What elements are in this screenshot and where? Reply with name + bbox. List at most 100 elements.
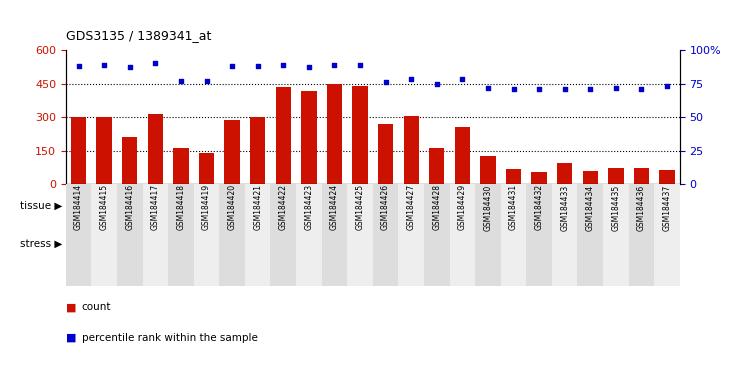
Text: stress ▶: stress ▶ bbox=[20, 239, 62, 249]
Bar bbox=[199, 153, 214, 184]
Bar bbox=[168, 227, 270, 261]
Text: liver: liver bbox=[566, 200, 589, 210]
Point bbox=[175, 78, 187, 84]
Bar bbox=[117, 184, 143, 286]
Text: GSM184415: GSM184415 bbox=[99, 184, 109, 230]
Point bbox=[149, 60, 161, 66]
Text: GSM184422: GSM184422 bbox=[279, 184, 288, 230]
Bar bbox=[429, 149, 444, 184]
Point bbox=[380, 79, 392, 85]
Text: GSM184423: GSM184423 bbox=[304, 184, 314, 230]
Bar bbox=[327, 84, 342, 184]
Point bbox=[73, 63, 84, 69]
Point bbox=[98, 62, 110, 68]
Bar bbox=[322, 184, 347, 286]
Text: fasted: fasted bbox=[203, 239, 235, 249]
Bar bbox=[173, 149, 189, 184]
Bar bbox=[122, 137, 137, 184]
Text: fasted: fasted bbox=[408, 239, 440, 249]
Bar bbox=[424, 184, 450, 286]
Bar bbox=[404, 116, 419, 184]
Text: control: control bbox=[303, 239, 340, 249]
Bar bbox=[373, 184, 398, 286]
Bar bbox=[577, 184, 603, 286]
Text: control: control bbox=[508, 239, 545, 249]
Bar bbox=[629, 184, 654, 286]
Bar bbox=[347, 184, 373, 286]
Text: white adipose tissue: white adipose tissue bbox=[319, 200, 426, 210]
Bar bbox=[276, 87, 291, 184]
Point bbox=[482, 84, 494, 91]
Point bbox=[277, 62, 289, 68]
Bar bbox=[634, 167, 649, 184]
Bar bbox=[224, 121, 240, 184]
Text: GSM184437: GSM184437 bbox=[662, 184, 672, 230]
Point bbox=[456, 76, 469, 83]
Bar bbox=[96, 117, 112, 184]
Point bbox=[558, 86, 570, 92]
Text: GSM184432: GSM184432 bbox=[534, 184, 544, 230]
Bar bbox=[531, 172, 547, 184]
Bar bbox=[608, 167, 624, 184]
Text: GSM184431: GSM184431 bbox=[509, 184, 518, 230]
Bar bbox=[219, 184, 245, 286]
Bar bbox=[654, 184, 680, 286]
Bar bbox=[168, 184, 194, 286]
Bar bbox=[352, 86, 368, 184]
Point bbox=[585, 86, 596, 92]
Bar bbox=[66, 227, 168, 261]
Text: GSM184416: GSM184416 bbox=[125, 184, 135, 230]
Bar bbox=[66, 184, 91, 286]
Bar bbox=[603, 184, 629, 286]
Text: GDS3135 / 1389341_at: GDS3135 / 1389341_at bbox=[66, 29, 211, 42]
Point bbox=[610, 84, 621, 91]
Text: control: control bbox=[99, 239, 135, 249]
Bar bbox=[373, 227, 475, 261]
Text: ■: ■ bbox=[66, 333, 76, 343]
Point bbox=[635, 86, 648, 92]
Bar bbox=[270, 184, 296, 286]
Text: GSM184418: GSM184418 bbox=[176, 184, 186, 230]
Bar bbox=[526, 184, 552, 286]
Text: GSM184417: GSM184417 bbox=[151, 184, 160, 230]
Point bbox=[507, 86, 519, 92]
Text: GSM184428: GSM184428 bbox=[432, 184, 442, 230]
Text: fasted: fasted bbox=[613, 239, 645, 249]
Bar bbox=[577, 227, 680, 261]
Text: GSM184424: GSM184424 bbox=[330, 184, 339, 230]
Point bbox=[329, 62, 341, 68]
Text: percentile rank within the sample: percentile rank within the sample bbox=[82, 333, 258, 343]
Bar bbox=[475, 188, 680, 223]
Bar bbox=[475, 184, 501, 286]
Text: GSM184436: GSM184436 bbox=[637, 184, 646, 230]
Point bbox=[303, 65, 315, 71]
Text: GSM184433: GSM184433 bbox=[560, 184, 569, 230]
Text: GSM184434: GSM184434 bbox=[586, 184, 595, 230]
Text: GSM184435: GSM184435 bbox=[611, 184, 621, 230]
Text: GSM184430: GSM184430 bbox=[483, 184, 493, 230]
Bar bbox=[480, 156, 496, 184]
Point bbox=[534, 86, 545, 92]
Bar bbox=[398, 184, 424, 286]
Point bbox=[431, 81, 442, 87]
Point bbox=[251, 63, 263, 69]
Bar bbox=[66, 188, 270, 223]
Text: brown adipose tissue: brown adipose tissue bbox=[113, 200, 224, 210]
Bar bbox=[475, 227, 577, 261]
Bar bbox=[148, 114, 163, 184]
Point bbox=[354, 62, 366, 68]
Bar bbox=[583, 171, 598, 184]
Bar bbox=[91, 184, 117, 286]
Bar bbox=[378, 124, 393, 184]
Bar bbox=[455, 127, 470, 184]
Bar bbox=[245, 184, 270, 286]
Text: GSM184414: GSM184414 bbox=[74, 184, 83, 230]
Text: tissue ▶: tissue ▶ bbox=[20, 200, 62, 210]
Point bbox=[124, 65, 136, 71]
Bar bbox=[143, 184, 168, 286]
Bar bbox=[659, 170, 675, 184]
Bar bbox=[194, 184, 219, 286]
Bar bbox=[270, 227, 373, 261]
Text: ■: ■ bbox=[66, 302, 76, 312]
Text: GSM184429: GSM184429 bbox=[458, 184, 467, 230]
